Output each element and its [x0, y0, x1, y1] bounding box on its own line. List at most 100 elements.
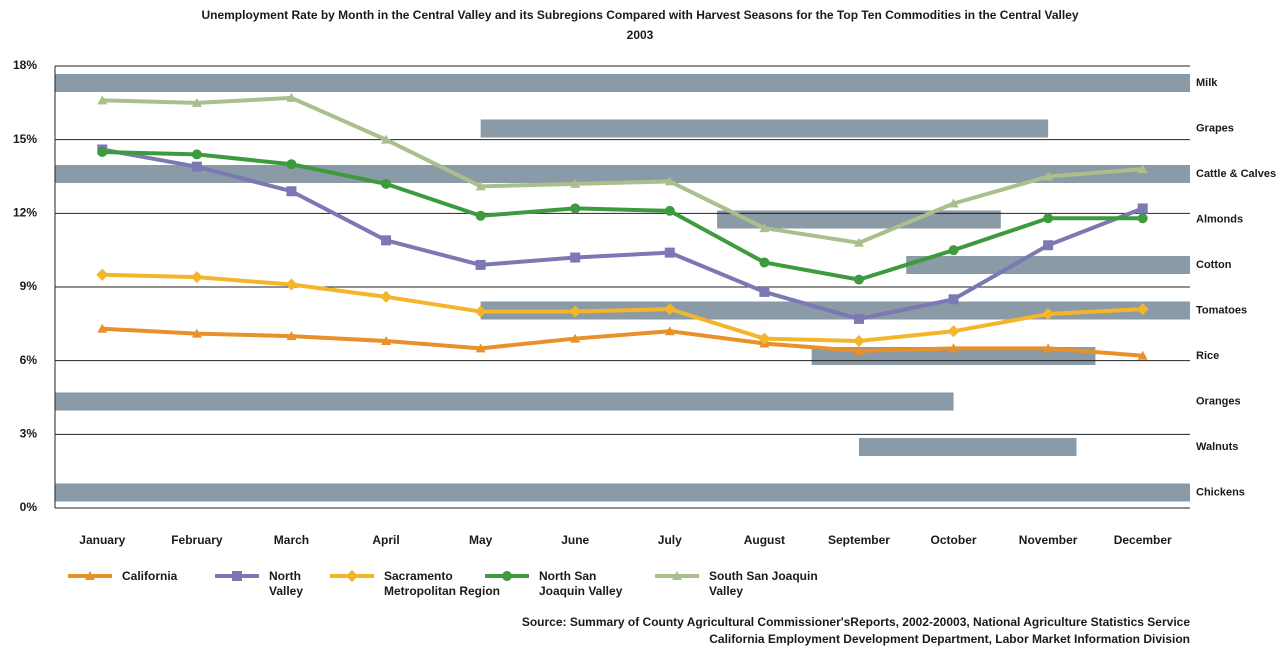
- series-line: [101, 147, 1144, 321]
- marker: [948, 343, 959, 353]
- harvest-bar: [55, 74, 1190, 92]
- marker: [475, 343, 486, 353]
- marker: [664, 205, 675, 216]
- marker: [1136, 303, 1149, 316]
- legend-swatch: [655, 571, 699, 580]
- marker: [664, 176, 675, 186]
- x-tick-label: October: [931, 533, 977, 547]
- harvest-bar: [55, 165, 1190, 183]
- harvest-bar: [55, 483, 1190, 502]
- x-tick-label: September: [828, 533, 890, 547]
- marker: [97, 146, 108, 157]
- marker: [96, 268, 109, 281]
- marker: [672, 571, 682, 580]
- chart-title: Unemployment Rate by Month in the Centra…: [201, 8, 1078, 22]
- marker: [381, 235, 392, 246]
- series-line: [102, 149, 1143, 282]
- marker: [1137, 203, 1148, 214]
- x-tick-label: June: [561, 533, 589, 547]
- marker: [947, 325, 960, 338]
- source: Source: Summary of County Agricultural C…: [522, 615, 1190, 629]
- commodity-label: Almonds: [1196, 213, 1243, 225]
- marker: [285, 278, 298, 291]
- marker: [569, 305, 582, 318]
- x-tick-label: December: [1114, 533, 1172, 547]
- marker: [232, 571, 242, 581]
- marker: [1137, 164, 1148, 174]
- marker: [1042, 308, 1055, 321]
- marker: [190, 271, 203, 284]
- marker: [191, 97, 202, 107]
- x-tick-label: May: [469, 533, 493, 547]
- harvest-bar: [480, 119, 1049, 138]
- harvest-bar: [858, 438, 1077, 456]
- marker: [570, 333, 581, 343]
- marker: [759, 223, 770, 233]
- marker: [570, 252, 581, 263]
- series-line: [102, 95, 1143, 245]
- chart-subtitle: 2003: [627, 28, 654, 42]
- marker: [1043, 240, 1054, 251]
- commodity-label: Tomatoes: [1196, 304, 1247, 316]
- marker: [191, 161, 202, 172]
- marker: [286, 92, 297, 102]
- x-tick-label: January: [79, 533, 125, 547]
- y-tick-label: 15%: [13, 132, 37, 146]
- marker: [853, 345, 864, 355]
- x-tick-label: August: [744, 533, 785, 547]
- x-tick-label: July: [658, 533, 682, 547]
- harvest-bar: [906, 256, 1190, 274]
- x-tick-label: April: [372, 533, 399, 547]
- commodity-label: Oranges: [1196, 395, 1241, 407]
- commodity-label: Walnuts: [1196, 441, 1238, 453]
- marker: [852, 335, 865, 348]
- marker: [97, 95, 108, 105]
- harvest-bar: [55, 392, 954, 411]
- y-tick-label: 9%: [20, 279, 38, 293]
- y-tick-label: 0%: [20, 500, 38, 514]
- marker: [502, 571, 512, 581]
- y-tick-label: 6%: [20, 353, 38, 367]
- marker: [948, 245, 959, 256]
- marker: [475, 259, 486, 270]
- commodity-label: Chickens: [1196, 486, 1245, 498]
- marker: [759, 257, 770, 268]
- marker: [85, 571, 95, 580]
- marker: [1137, 350, 1148, 360]
- legend-label: Sacramento Metropolitan Region: [384, 569, 500, 598]
- marker: [475, 210, 486, 221]
- marker: [191, 149, 202, 160]
- legend-item: North Valley: [215, 569, 329, 599]
- marker: [380, 290, 393, 303]
- legend-label: North Valley: [269, 569, 304, 598]
- legend-swatch: [215, 571, 259, 581]
- series-line: [102, 272, 1143, 344]
- legend-label: North San Joaquin Valley: [539, 569, 623, 598]
- marker: [1137, 213, 1148, 224]
- marker: [286, 186, 297, 197]
- marker: [948, 294, 959, 305]
- legend-item: California: [68, 569, 202, 584]
- marker: [758, 332, 771, 345]
- marker: [664, 326, 675, 336]
- legend-label: California: [122, 569, 178, 583]
- marker: [191, 328, 202, 338]
- marker: [663, 303, 676, 316]
- marker: [853, 313, 864, 324]
- legend-label: South San Joaquin Valley: [709, 569, 818, 598]
- x-tick-label: March: [274, 533, 309, 547]
- marker: [570, 203, 581, 214]
- marker: [286, 159, 297, 170]
- marker: [286, 331, 297, 341]
- marker: [474, 305, 487, 318]
- commodity-label: Grapes: [1196, 122, 1234, 134]
- marker: [381, 134, 392, 144]
- marker: [1043, 171, 1054, 181]
- marker: [475, 181, 486, 191]
- marker: [1043, 213, 1054, 224]
- marker: [1043, 343, 1054, 353]
- commodity-label: Milk: [1196, 77, 1218, 89]
- marker: [381, 178, 392, 189]
- commodity-label: Cotton: [1196, 259, 1232, 271]
